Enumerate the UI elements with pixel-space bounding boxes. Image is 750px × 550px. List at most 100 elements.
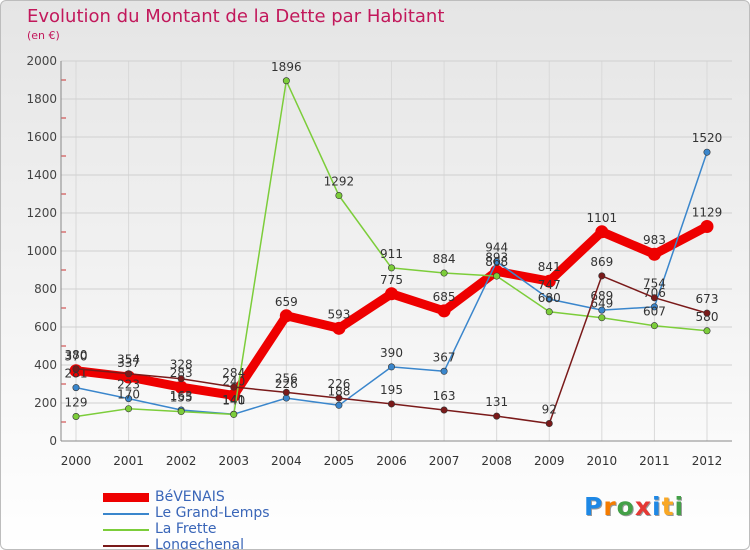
data-label: 659 [275, 295, 298, 309]
data-label: 380 [65, 348, 88, 362]
x-tick-label: 2005 [324, 454, 355, 468]
y-tick-label: 1600 [26, 130, 57, 144]
series-point-3 [125, 370, 133, 378]
series-point-2 [387, 264, 395, 272]
series-point-2 [598, 314, 606, 322]
y-tick-label: 600 [34, 320, 57, 334]
data-label: 354 [117, 353, 140, 367]
data-label: 680 [538, 291, 561, 305]
series-point-3 [650, 294, 658, 302]
y-tick-label: 200 [34, 396, 57, 410]
data-label: 223 [117, 378, 140, 392]
legend-label: Longechenal [155, 537, 245, 550]
data-label: 367 [433, 350, 456, 364]
data-label: 140 [222, 393, 245, 407]
legend-swatch [103, 529, 149, 531]
legend-label: La Frette [155, 521, 217, 537]
legend-swatch [103, 545, 149, 547]
series-point-1 [440, 367, 448, 375]
data-label: 188 [327, 384, 350, 398]
data-label: 1129 [692, 205, 723, 219]
y-tick-label: 1400 [26, 168, 57, 182]
series-point-3 [387, 400, 395, 408]
x-tick-label: 2009 [534, 454, 565, 468]
series-point-2 [335, 192, 343, 200]
series-point-3 [545, 420, 553, 428]
series-point-1 [387, 363, 395, 371]
data-label: 226 [275, 377, 298, 391]
proxiti-logo: Proxiti [584, 492, 684, 521]
series-point-0 [174, 380, 188, 394]
series-point-1 [125, 395, 133, 403]
data-label: 337 [117, 356, 140, 370]
legend-swatch [103, 513, 149, 515]
y-tick-label: 1800 [26, 92, 57, 106]
data-label: 593 [327, 307, 350, 321]
y-tick-label: 400 [34, 358, 57, 372]
logo-letter: i [652, 492, 662, 521]
series-point-2 [72, 412, 80, 420]
data-label: 1292 [324, 175, 355, 189]
data-label: 775 [380, 273, 403, 287]
data-label: 841 [538, 260, 561, 274]
series-point-3 [72, 365, 80, 373]
logo-letter: i [674, 492, 685, 521]
series-point-1 [335, 401, 343, 409]
chart-subtitle: (en €) [27, 29, 60, 42]
x-tick-label: 2010 [587, 454, 618, 468]
data-label: 141 [222, 393, 245, 407]
data-label: 163 [170, 389, 193, 403]
data-label: 129 [65, 395, 88, 409]
series-point-2 [545, 308, 553, 316]
data-label: 195 [380, 383, 403, 397]
data-label: 944 [485, 241, 508, 255]
data-label: 390 [380, 346, 403, 360]
data-label: 754 [643, 277, 666, 291]
logo-letter: P [584, 492, 604, 521]
series-point-3 [703, 309, 711, 317]
series-point-3 [440, 406, 448, 414]
legend-label: BéVENAIS [155, 489, 225, 505]
series-point-0 [385, 287, 398, 301]
y-tick-label: 2000 [26, 54, 57, 68]
data-label: 706 [643, 286, 666, 300]
series-point-2 [177, 408, 185, 416]
series-point-1 [703, 148, 711, 156]
series-point-2 [493, 272, 501, 280]
data-label: 283 [170, 366, 193, 380]
series-point-2 [650, 322, 658, 330]
x-tick-label: 2012 [692, 454, 723, 468]
x-tick-label: 2004 [271, 454, 302, 468]
series-point-1 [493, 258, 501, 266]
x-tick-label: 2006 [376, 454, 407, 468]
series-point-0 [700, 219, 714, 233]
series-point-3 [230, 383, 238, 391]
y-tick-label: 0 [49, 434, 57, 448]
data-label: 226 [327, 377, 350, 391]
data-label: 868 [485, 255, 508, 269]
series-point-1 [72, 384, 80, 392]
data-label: 884 [433, 252, 456, 266]
series-point-0 [332, 321, 346, 335]
data-label: 580 [696, 310, 719, 324]
series-point-3 [493, 412, 501, 420]
data-label: 673 [696, 292, 719, 306]
data-label: 649 [590, 297, 613, 311]
data-label: 170 [117, 388, 140, 402]
data-label: 911 [380, 247, 403, 261]
data-label: 328 [170, 358, 193, 372]
data-label: 256 [275, 371, 298, 385]
series-point-2 [282, 77, 290, 85]
data-label: 685 [433, 290, 456, 304]
y-tick-label: 1000 [26, 244, 57, 258]
logo-letter: t [661, 492, 675, 521]
series-point-1 [598, 306, 606, 314]
series-point-0 [647, 247, 661, 261]
x-tick-label: 2001 [113, 454, 144, 468]
series-point-0 [542, 274, 556, 288]
data-label: 1101 [587, 211, 618, 225]
data-label: 1896 [271, 60, 302, 74]
data-label: 370 [65, 350, 88, 364]
series-point-2 [230, 410, 238, 418]
